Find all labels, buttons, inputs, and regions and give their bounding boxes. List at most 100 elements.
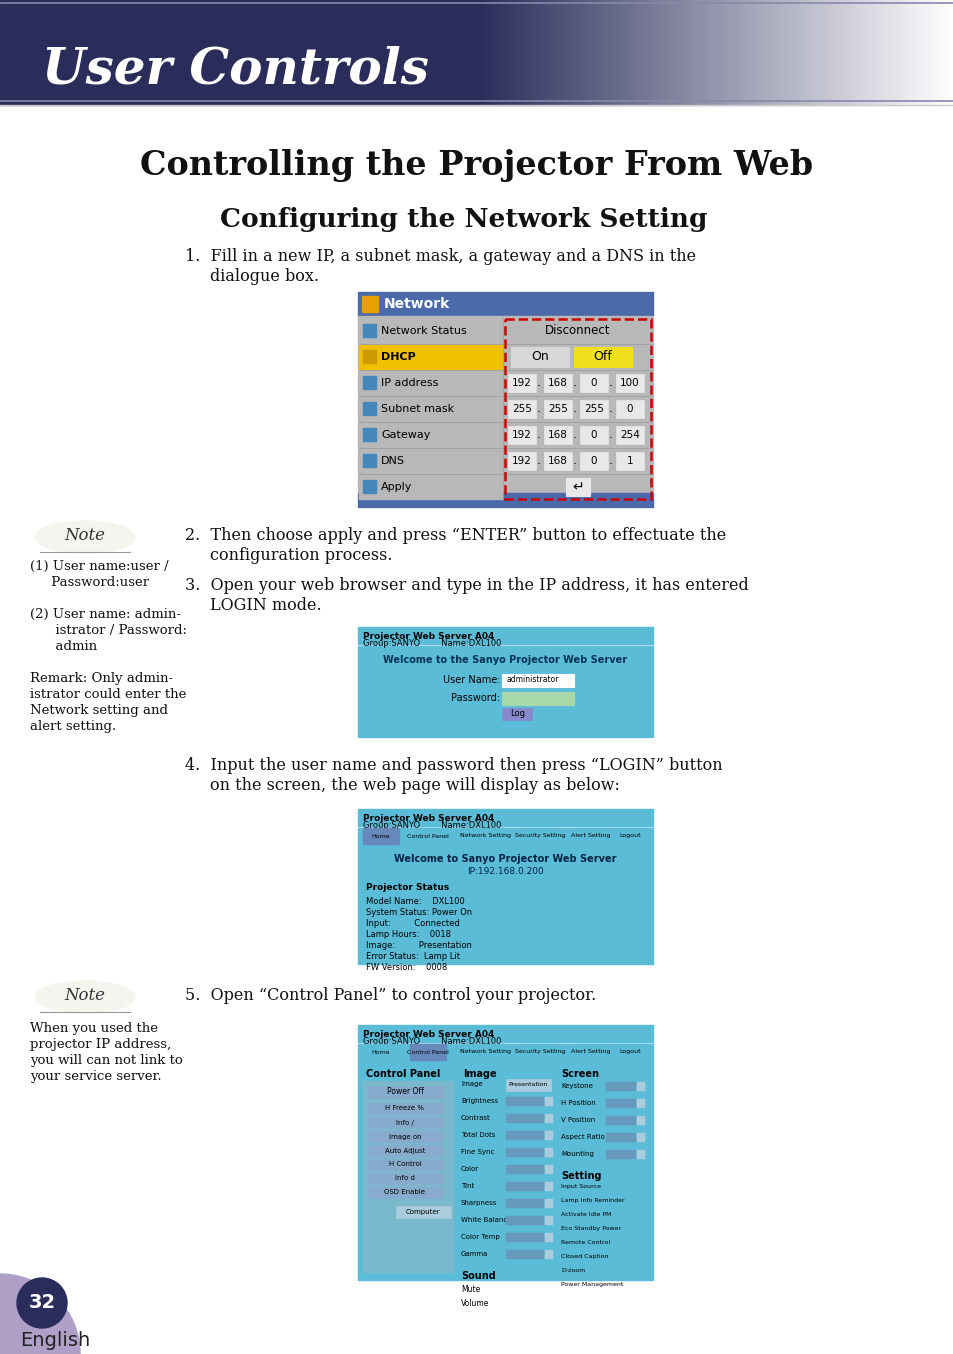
- Text: Input Source: Input Source: [560, 1183, 600, 1189]
- Text: Network Setting: Network Setting: [460, 1049, 511, 1055]
- Bar: [660, 0, 664, 106]
- Bar: [565, 0, 569, 106]
- Bar: [544, 1114, 553, 1122]
- Bar: [902, 0, 905, 106]
- Bar: [254, 0, 257, 106]
- Bar: [637, 1133, 644, 1141]
- Text: .: .: [608, 455, 613, 467]
- Bar: [521, 0, 524, 106]
- Bar: [616, 399, 643, 418]
- Bar: [858, 0, 861, 106]
- Text: (2) User name: admin-: (2) User name: admin-: [30, 608, 181, 621]
- Bar: [365, 0, 369, 106]
- Bar: [479, 0, 483, 106]
- Bar: [934, 0, 937, 106]
- Bar: [817, 0, 820, 106]
- Bar: [743, 0, 746, 106]
- Bar: [591, 0, 594, 106]
- Bar: [502, 0, 505, 106]
- Bar: [927, 0, 931, 106]
- Bar: [358, 397, 501, 421]
- Bar: [136, 0, 140, 106]
- Bar: [502, 674, 574, 686]
- Text: 0: 0: [590, 431, 597, 440]
- Bar: [540, 0, 543, 106]
- Text: istrator / Password:: istrator / Password:: [30, 624, 187, 636]
- Bar: [229, 0, 232, 106]
- Bar: [651, 0, 655, 106]
- Bar: [368, 1159, 442, 1170]
- Text: Brightness: Brightness: [460, 1098, 497, 1104]
- Text: Gateway: Gateway: [380, 431, 430, 440]
- Bar: [543, 427, 572, 444]
- Bar: [612, 1044, 647, 1060]
- Bar: [579, 399, 607, 418]
- Bar: [781, 0, 784, 106]
- Bar: [727, 0, 731, 106]
- Bar: [474, 0, 476, 106]
- Bar: [505, 0, 508, 106]
- Bar: [64, 0, 67, 106]
- Bar: [467, 0, 470, 106]
- Text: Image on: Image on: [388, 1133, 421, 1140]
- Bar: [521, 1044, 558, 1060]
- Bar: [397, 0, 400, 106]
- Text: Controlling the Projector From Web: Controlling the Projector From Web: [140, 149, 813, 181]
- Bar: [298, 0, 302, 106]
- Bar: [245, 0, 248, 106]
- Bar: [358, 422, 501, 447]
- Bar: [584, 0, 588, 106]
- Text: Gamma: Gamma: [460, 1251, 488, 1257]
- Text: Image: Image: [462, 1070, 497, 1079]
- Text: configuration process.: configuration process.: [210, 547, 392, 565]
- Bar: [841, 0, 845, 106]
- Bar: [760, 0, 762, 106]
- Text: Image:         Presentation: Image: Presentation: [366, 941, 472, 951]
- Bar: [803, 0, 807, 106]
- Bar: [133, 0, 136, 106]
- Bar: [336, 0, 340, 106]
- Bar: [361, 297, 377, 311]
- Bar: [357, 808, 652, 827]
- Bar: [395, 1206, 451, 1219]
- Text: H Position: H Position: [560, 1099, 595, 1106]
- Bar: [92, 0, 95, 106]
- Text: Projector Status: Projector Status: [366, 883, 449, 892]
- Bar: [670, 0, 674, 106]
- Bar: [801, 0, 803, 106]
- Bar: [543, 399, 572, 418]
- Bar: [505, 1097, 543, 1106]
- Bar: [451, 0, 455, 106]
- Bar: [31, 0, 35, 106]
- Bar: [321, 0, 324, 106]
- Bar: [267, 0, 270, 106]
- Bar: [41, 0, 45, 106]
- Text: 0: 0: [590, 378, 597, 389]
- Bar: [715, 0, 718, 106]
- Text: Info d: Info d: [395, 1175, 415, 1182]
- Bar: [573, 829, 608, 844]
- Bar: [216, 0, 219, 106]
- Bar: [302, 0, 305, 106]
- Bar: [432, 0, 436, 106]
- Bar: [629, 0, 632, 106]
- Bar: [274, 0, 276, 106]
- Bar: [363, 349, 375, 363]
- Bar: [124, 0, 127, 106]
- Text: Closed Caption: Closed Caption: [560, 1254, 608, 1259]
- Bar: [600, 0, 603, 106]
- Text: Sound: Sound: [460, 1271, 496, 1281]
- Text: Control Panel: Control Panel: [407, 1049, 449, 1055]
- Bar: [612, 829, 647, 844]
- Bar: [363, 481, 375, 493]
- Bar: [152, 0, 155, 106]
- Text: Info /: Info /: [395, 1120, 414, 1125]
- Bar: [95, 0, 98, 106]
- Bar: [455, 0, 457, 106]
- Text: Group:SANYO        Name:DXL100: Group:SANYO Name:DXL100: [363, 639, 501, 649]
- Text: Password:user: Password:user: [30, 575, 149, 589]
- Bar: [331, 0, 334, 106]
- Bar: [721, 0, 724, 106]
- Bar: [546, 0, 550, 106]
- Bar: [524, 0, 527, 106]
